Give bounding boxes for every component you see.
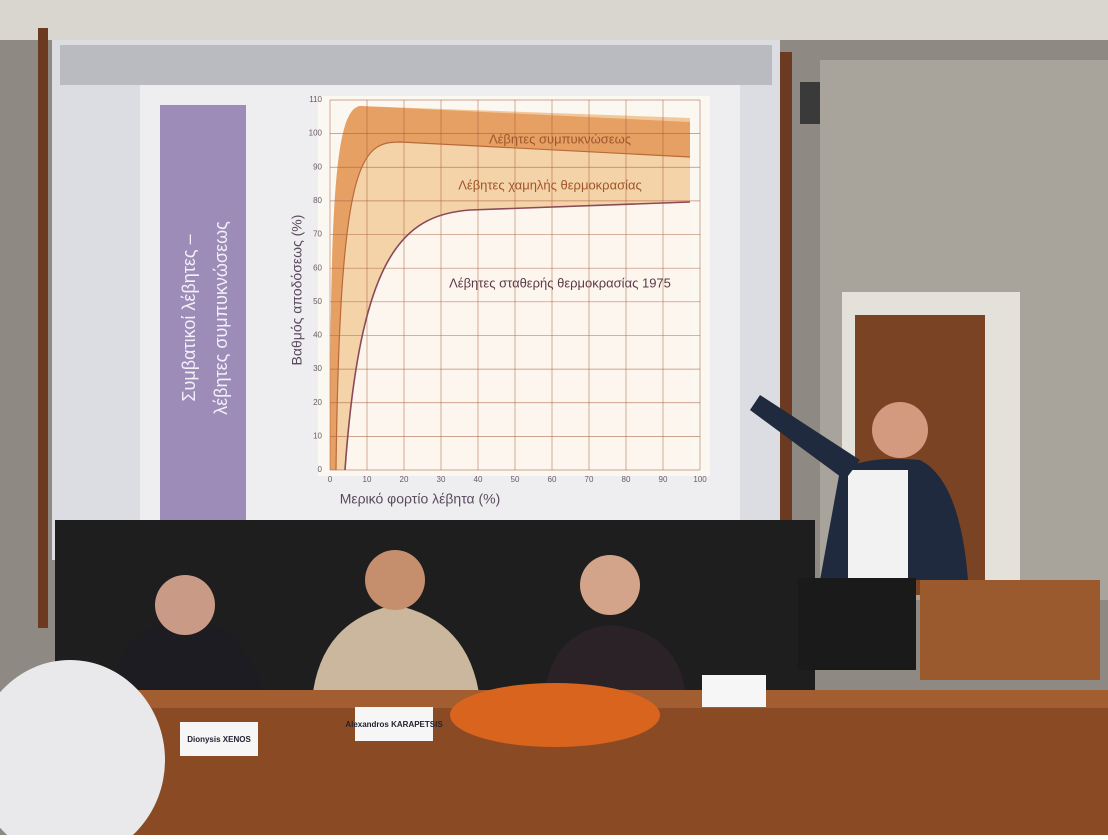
x-tick-label: 30 (437, 475, 446, 484)
x-tick-label: 80 (622, 475, 631, 484)
x-tick-label: 20 (400, 475, 409, 484)
screen-roller (60, 45, 772, 85)
photo: Συμβατικοί λέβητες – λέβητες συμπυκνώσεω… (0, 0, 1108, 835)
x-tick-label: 100 (693, 475, 707, 484)
nameplate (702, 675, 766, 707)
y-tick-label: 20 (313, 398, 322, 407)
y-tick-label: 10 (313, 431, 322, 440)
y-tick-label: 50 (313, 297, 322, 306)
y-axis-label: Βαθμός αποδόσεως (%) (289, 215, 305, 366)
sidebar-subtitle: λέβητες συμπυκνώσεως (211, 221, 231, 415)
head (365, 550, 425, 610)
curve-label: Λέβητες συμπυκνώσεως (489, 131, 631, 146)
y-tick-label: 70 (313, 230, 322, 239)
nameplate-text: Dionysis XENOS (187, 735, 251, 744)
curve-label: Λέβητες σταθερής θερμοκρασίας 1975 (449, 275, 671, 290)
y-tick-label: 60 (313, 263, 322, 272)
y-tick-label: 40 (313, 331, 322, 340)
flowers (450, 683, 660, 747)
x-tick-label: 70 (585, 475, 594, 484)
y-tick-label: 0 (318, 465, 323, 474)
nameplate-text: Alexandros KARAPETSIS (345, 720, 443, 729)
x-tick-label: 0 (328, 475, 333, 484)
x-tick-label: 50 (511, 475, 520, 484)
slide-sidebar (160, 105, 246, 529)
shirt (848, 470, 908, 580)
head (872, 402, 928, 458)
podium (920, 580, 1100, 680)
y-tick-label: 110 (309, 95, 322, 104)
x-tick-label: 10 (363, 475, 372, 484)
x-tick-label: 60 (548, 475, 557, 484)
y-tick-label: 90 (313, 162, 322, 171)
y-tick-label: 100 (309, 129, 323, 138)
head (580, 555, 640, 615)
y-tick-label: 30 (313, 364, 322, 373)
frame-right (778, 52, 792, 572)
ceiling (0, 0, 1108, 40)
sidebar-title: Συμβατικοί λέβητες – (179, 234, 199, 401)
speaker (800, 82, 820, 124)
y-tick-label: 80 (313, 196, 322, 205)
x-tick-label: 40 (474, 475, 483, 484)
x-tick-label: 90 (659, 475, 668, 484)
monitor (798, 578, 916, 670)
head (155, 575, 215, 635)
frame-left (38, 28, 48, 628)
curve-label: Λέβητες χαμηλής θερμοκρασίας (458, 177, 642, 192)
x-axis-label: Μερικό φορτίο λέβητα (%) (340, 491, 501, 507)
